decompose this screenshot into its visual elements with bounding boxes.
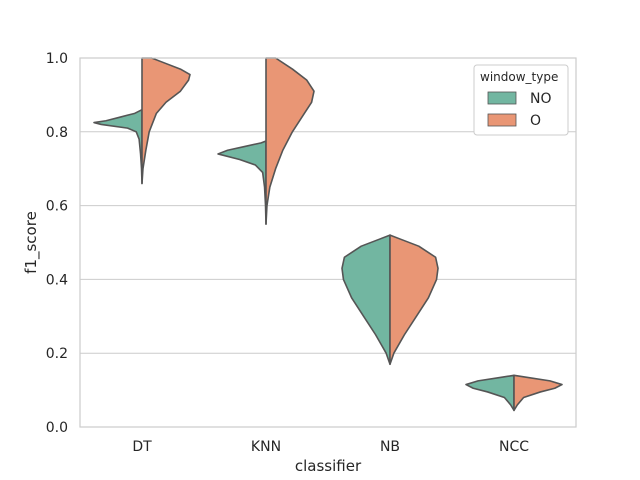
- legend-label-no: NO: [530, 91, 552, 107]
- y-tick-label: 0.8: [46, 125, 68, 141]
- legend: window_type NO O: [473, 64, 569, 136]
- violins: [93, 57, 563, 412]
- legend-swatch-no: [487, 91, 517, 105]
- x-tick-label: DT: [132, 439, 152, 455]
- violin-ncc-o: [513, 374, 563, 412]
- violin-knn-o: [265, 57, 315, 225]
- violin-dt-no: [93, 108, 143, 185]
- y-tick-label: 0.0: [46, 420, 68, 436]
- x-tick-label: NCC: [499, 439, 529, 455]
- violin-nb-o: [389, 234, 439, 366]
- violin-dt-o: [141, 57, 191, 185]
- violin-nb-no: [341, 234, 391, 366]
- y-tick-label: 0.4: [46, 272, 68, 288]
- y-tick-labels: 0.0 0.2 0.4 0.6 0.8 1.0: [46, 51, 68, 436]
- x-tick-label: NB: [380, 439, 400, 455]
- y-tick-label: 0.6: [46, 199, 68, 215]
- y-tick-label: 0.2: [46, 346, 68, 362]
- legend-swatch-o: [487, 113, 517, 127]
- x-tick-label: KNN: [251, 439, 281, 455]
- violin-knn-no: [217, 140, 267, 225]
- plot-frame: [79, 57, 577, 428]
- legend-label-o: O: [530, 113, 541, 129]
- x-axis-label: classifier: [295, 457, 362, 475]
- legend-title: window_type: [480, 70, 558, 84]
- violin-ncc-no: [465, 374, 515, 412]
- y-tick-label: 1.0: [46, 51, 68, 67]
- y-axis-label: f1_score: [22, 211, 41, 274]
- x-tick-labels: DT KNN NB NCC: [132, 439, 529, 455]
